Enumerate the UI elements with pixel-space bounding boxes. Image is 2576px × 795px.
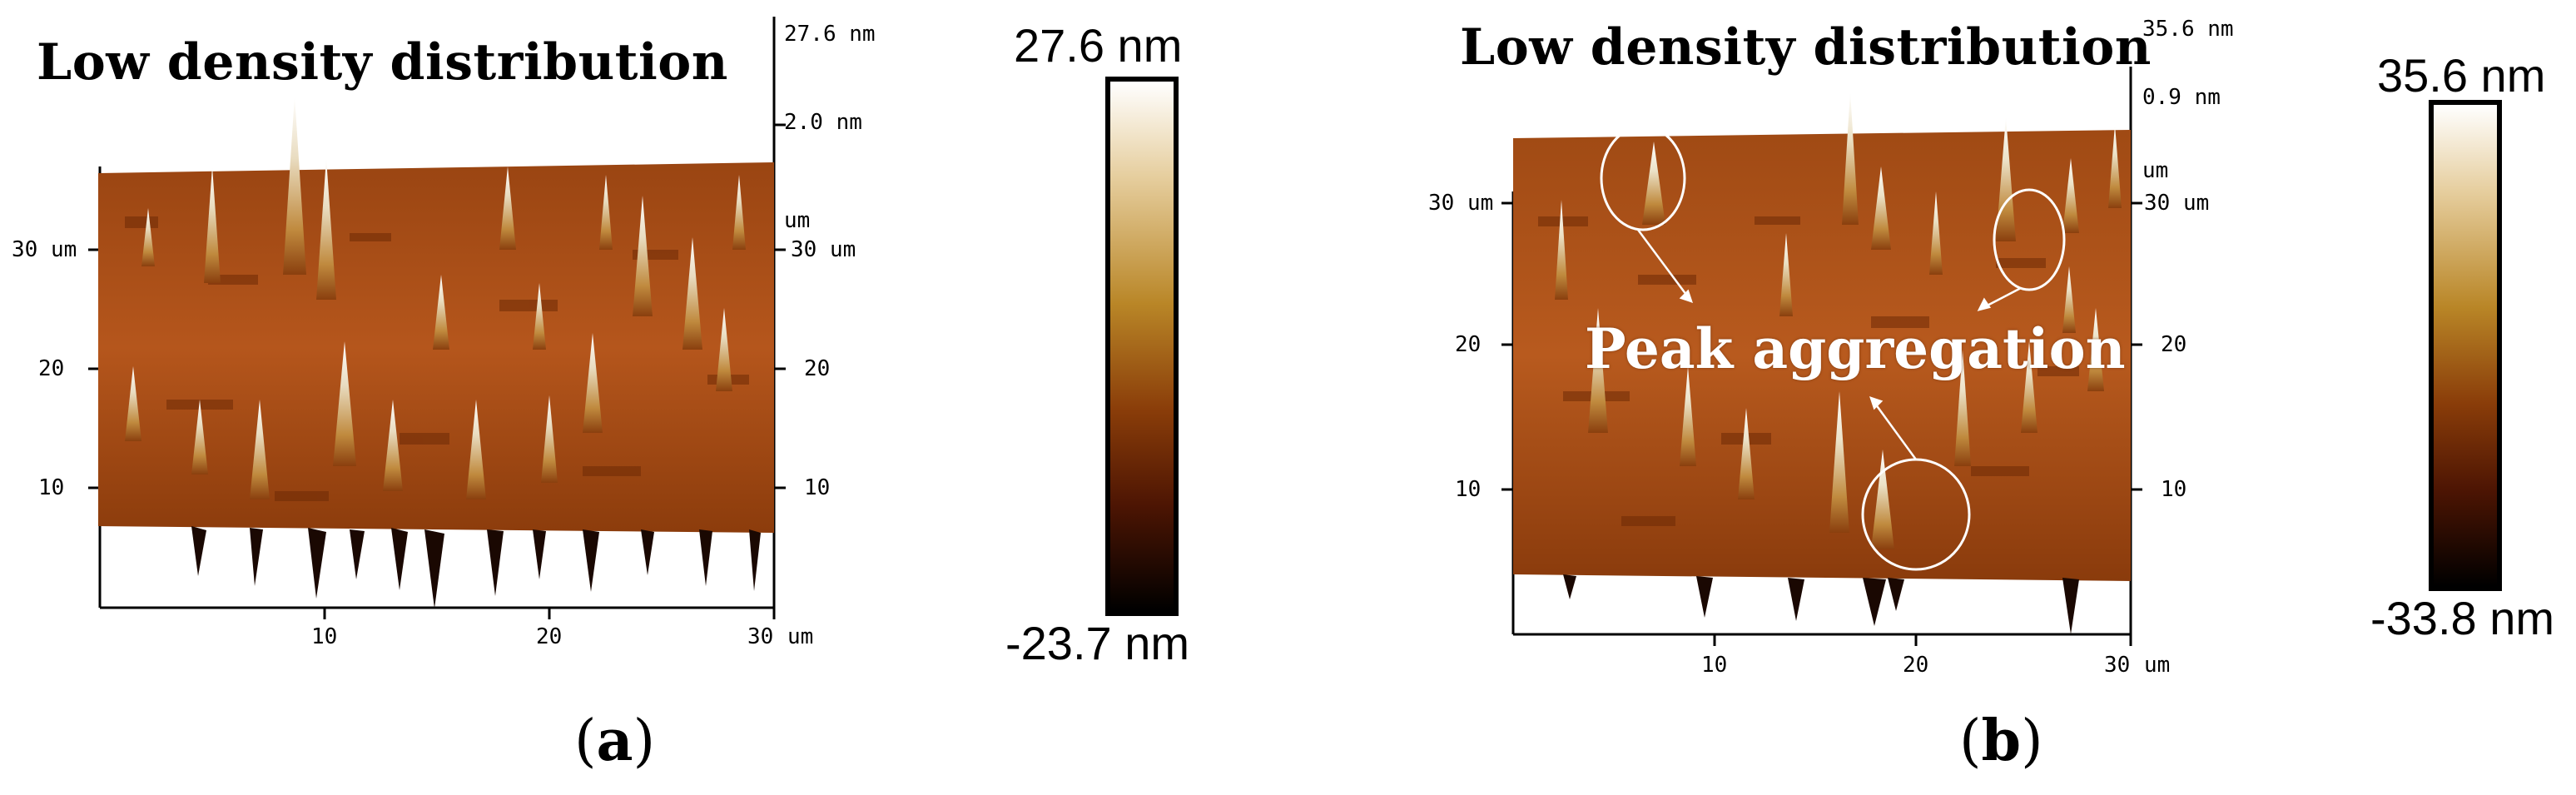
panel-b-colorbar-min: -33.8 nm [2370,592,2554,644]
panel-b-caption: (b) [1959,708,2043,774]
panel-a-caption-close: ) [633,708,656,774]
panel-a-xtick-30: 30 [747,624,774,649]
panel-b-caption-letter: b [1981,708,2022,774]
panel-a-xtick-10: 10 [311,624,338,649]
panel-a-colorbar-max: 27.6 nm [1014,19,1183,72]
panel-a: Low density distribution 27.6 nm 2.0 nm … [12,17,1189,774]
panel-a-colorbar [1105,77,1179,616]
panel-a-caption: (a) [574,708,655,774]
panel-a-um-label: um [784,208,811,233]
panel-b-caption-open: ( [1959,708,1982,774]
panel-a-ytick-right-10: 10 [804,475,831,500]
panel-b-caption-close: ) [2021,708,2043,774]
panel-a-ytick-left-20: 20 [38,356,65,381]
panel-a-ytick-right-30: 30 um [791,237,856,262]
panel-b-um-label: um [2142,158,2169,183]
panel-b-ytick-left-10: 10 [1455,477,1482,502]
panel-a-colorbar-min: -23.7 nm [1005,617,1189,669]
panel-b-xtick-10: 10 [1701,653,1728,678]
panel-b-ytick-right-20: 20 [2161,332,2187,357]
panel-a-ytick-left-10: 10 [38,475,65,500]
panel-a-caption-open: ( [574,708,597,774]
afm-surface-b [1501,67,2142,646]
panel-a-title: Low density distribution [37,33,728,92]
panel-b: Low density distribution 35.6 nm 0.9 nm … [1288,0,2576,795]
panel-b-xtick-20: 20 [1903,653,1929,678]
panel-a-ytick-left-30: 30 um [12,237,77,262]
panel-b-z-mid: 0.9 nm [2142,85,2221,110]
panel-a-z-top: 27.6 nm [784,22,876,47]
afm-surface-a [88,17,786,619]
panel-b-xtick-30: 30 [2104,653,2131,678]
panel-a-caption-letter: a [596,708,633,774]
panel-b-colorbar [2429,100,2502,591]
panel-b-ytick-right-10: 10 [2161,477,2187,502]
panel-b-x-unit: um [2144,653,2171,678]
panel-b-ytick-left-30: 30 um [1428,191,1494,216]
panel-a-ytick-right-20: 20 [804,356,831,381]
peak-aggregation-annotation: Peak aggregation [1585,316,2126,381]
panel-b-ytick-right-30: 30 um [2144,191,2210,216]
panel-a-z-mid: 2.0 nm [784,110,862,135]
panel-b-z-top: 35.6 nm [2142,17,2234,42]
panel-b-colorbar-max: 35.6 nm [2377,49,2546,102]
panel-a-x-unit: um [787,624,814,649]
panel-b-ytick-left-20: 20 [1455,332,1482,357]
panel-b-title: Low density distribution [1460,18,2152,77]
panel-a-xtick-20: 20 [536,624,563,649]
